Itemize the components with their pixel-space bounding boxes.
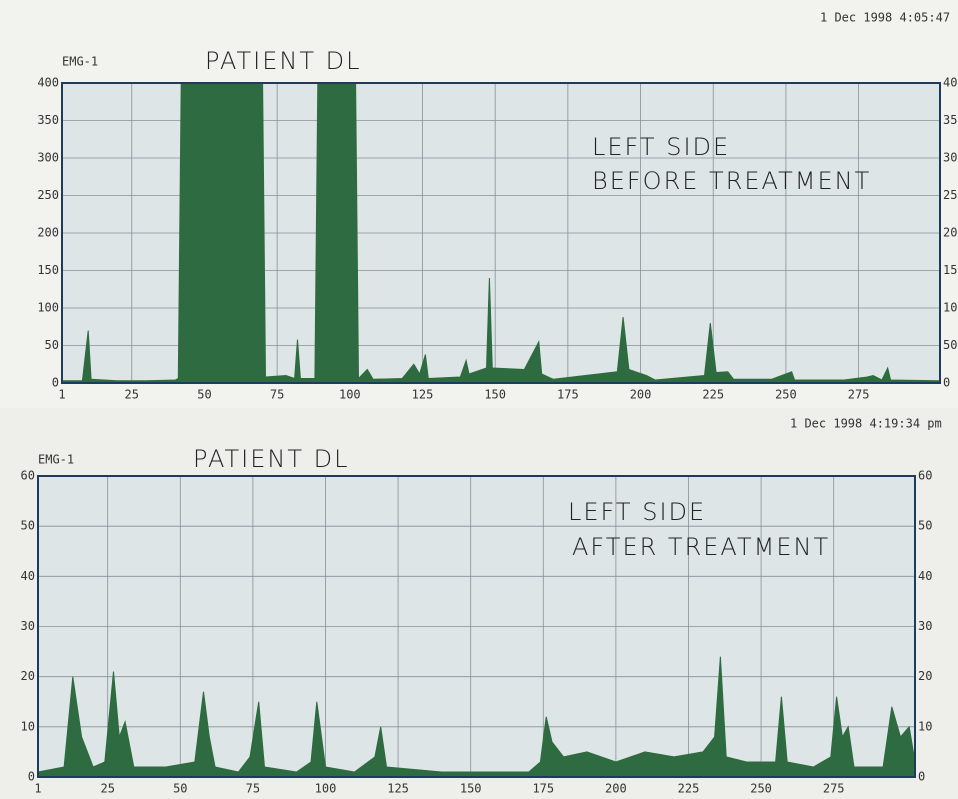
x-tick-label: 25: [100, 782, 114, 796]
y2-tick-label: 150: [943, 263, 958, 277]
y2-tick-label: 400: [943, 76, 958, 90]
x-tick-label: 50: [173, 782, 187, 796]
timestamp: 1 Dec 1998 4:05:47: [820, 11, 950, 25]
y-tick-label: 60: [21, 469, 35, 483]
y2-tick-label: 10: [918, 719, 932, 733]
x-tick-label: 225: [678, 782, 700, 796]
handwritten-note: AFTER TREATMENT: [572, 533, 830, 561]
y2-tick-label: 50: [943, 338, 957, 352]
y-tick-label: 100: [37, 301, 59, 315]
x-tick-label: 100: [339, 388, 361, 402]
handwritten-note: BEFORE TREATMENT: [592, 167, 871, 195]
x-tick-label: 75: [246, 782, 260, 796]
x-tick-label: 100: [315, 782, 337, 796]
y2-tick-label: 50: [918, 519, 932, 533]
y2-tick-label: 30: [918, 619, 932, 633]
channel-label: EMG-1: [38, 453, 74, 467]
x-tick-label: 1: [58, 388, 65, 402]
x-tick-label: 275: [848, 388, 870, 402]
x-tick-label: 175: [532, 782, 554, 796]
x-tick-label: 50: [197, 388, 211, 402]
y2-tick-label: 350: [943, 113, 958, 127]
x-tick-label: 250: [775, 388, 797, 402]
x-tick-label: 75: [270, 388, 284, 402]
x-tick-label: 25: [125, 388, 139, 402]
y2-tick-label: 250: [943, 188, 958, 202]
y2-tick-label: 60: [918, 469, 932, 483]
y-tick-label: 300: [37, 151, 59, 165]
y-tick-label: 30: [21, 619, 35, 633]
y-tick-label: 250: [37, 188, 59, 202]
x-tick-label: 200: [605, 782, 627, 796]
x-tick-label: 175: [557, 388, 579, 402]
y-tick-label: 200: [37, 226, 59, 240]
x-tick-label: 275: [823, 782, 845, 796]
x-tick-label: 125: [412, 388, 434, 402]
x-tick-label: 250: [750, 782, 772, 796]
x-tick-label: 150: [484, 388, 506, 402]
channel-label: EMG-1: [62, 55, 98, 69]
y-tick-label: 50: [21, 519, 35, 533]
x-tick-label: 200: [630, 388, 652, 402]
x-tick-label: 225: [702, 388, 724, 402]
handwritten-note: PATIENT DL: [205, 47, 362, 75]
y2-tick-label: 0: [943, 376, 950, 390]
y2-tick-label: 40: [918, 569, 932, 583]
x-tick-label: 1: [34, 782, 41, 796]
handwritten-note: LEFT SIDE: [592, 133, 730, 161]
y-tick-label: 20: [21, 669, 35, 683]
y-tick-label: 400: [37, 76, 59, 90]
y2-tick-label: 0: [918, 770, 925, 784]
handwritten-note: LEFT SIDE: [568, 498, 706, 526]
x-tick-label: 150: [460, 782, 482, 796]
y-tick-label: 350: [37, 113, 59, 127]
handwritten-note: PATIENT DL: [193, 445, 350, 473]
y-tick-label: 10: [21, 719, 35, 733]
timestamp: 1 Dec 1998 4:19:34 pm: [790, 417, 942, 431]
y-tick-label: 150: [37, 263, 59, 277]
x-tick-label: 125: [387, 782, 409, 796]
page: 0501001502002503003504000501001502002503…: [0, 0, 958, 799]
y2-tick-label: 20: [918, 669, 932, 683]
y2-tick-label: 200: [943, 226, 958, 240]
y2-tick-label: 100: [943, 301, 958, 315]
y2-tick-label: 300: [943, 151, 958, 165]
emg-printouts: 0501001502002503003504000501001502002503…: [0, 0, 958, 799]
y-tick-label: 50: [45, 338, 59, 352]
y-tick-label: 40: [21, 569, 35, 583]
